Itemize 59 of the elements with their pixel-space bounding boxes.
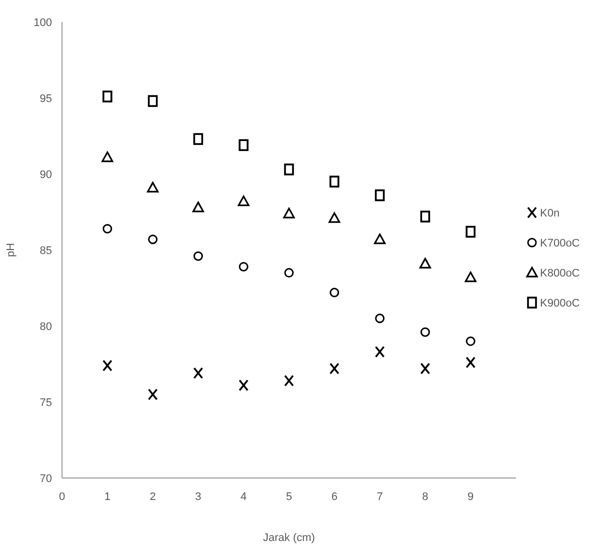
- point: [147, 182, 159, 192]
- y-tick-label: 85: [40, 245, 52, 257]
- point: [148, 95, 158, 107]
- point: [466, 336, 476, 346]
- point: [102, 360, 112, 372]
- y-tick-label: 100: [34, 17, 52, 29]
- point: [330, 362, 340, 374]
- point: [193, 133, 204, 145]
- x-tick-label: 9: [468, 491, 474, 503]
- x-tick-label: 8: [422, 491, 428, 503]
- point: [102, 90, 112, 102]
- y-axis-title: pH: [5, 242, 17, 258]
- x-axis-title: Jarak (cm): [263, 532, 315, 544]
- point: [466, 226, 476, 238]
- x-tick-label: 5: [286, 491, 292, 503]
- point: [464, 272, 476, 282]
- point: [238, 262, 248, 272]
- point: [284, 374, 294, 387]
- point: [330, 176, 340, 188]
- point: [374, 189, 385, 202]
- point: [284, 268, 294, 278]
- point: [238, 379, 248, 392]
- point: [238, 196, 250, 206]
- point: [193, 251, 203, 261]
- y-tick-label: 80: [40, 321, 52, 333]
- x-tick-label: 0: [58, 491, 66, 503]
- point: [283, 208, 295, 218]
- point: [420, 327, 430, 337]
- x-tick-label: 2: [150, 491, 156, 503]
- point: [375, 314, 385, 324]
- point: [420, 210, 430, 222]
- y-tick-label: 75: [40, 397, 52, 409]
- x-tick-label: 3: [195, 491, 202, 503]
- point: [148, 234, 158, 244]
- x-tick-label: 6: [331, 491, 338, 503]
- point: [102, 151, 114, 162]
- x-tick-label: 1: [104, 491, 110, 503]
- point: [148, 388, 158, 400]
- point: [238, 139, 248, 152]
- point: [466, 356, 476, 368]
- point: [284, 164, 294, 176]
- legend-label: K0n: [540, 208, 560, 220]
- legend-label: K800oC: [540, 268, 580, 280]
- point: [419, 258, 431, 268]
- point: [102, 224, 112, 234]
- legend-label: K900oC: [540, 298, 580, 310]
- point: [192, 202, 204, 212]
- point: [374, 346, 385, 358]
- point: [330, 288, 340, 298]
- x-tick-label: 7: [376, 491, 383, 503]
- point: [420, 362, 430, 374]
- point: [374, 234, 386, 244]
- y-tick-label: 70: [40, 473, 52, 485]
- y-tick-label: 90: [40, 169, 52, 181]
- point: [328, 212, 340, 223]
- point: [193, 367, 204, 380]
- x-tick-label: 4: [240, 491, 247, 503]
- legend-label: K700oC: [540, 238, 580, 250]
- y-tick-label: 95: [40, 93, 52, 105]
